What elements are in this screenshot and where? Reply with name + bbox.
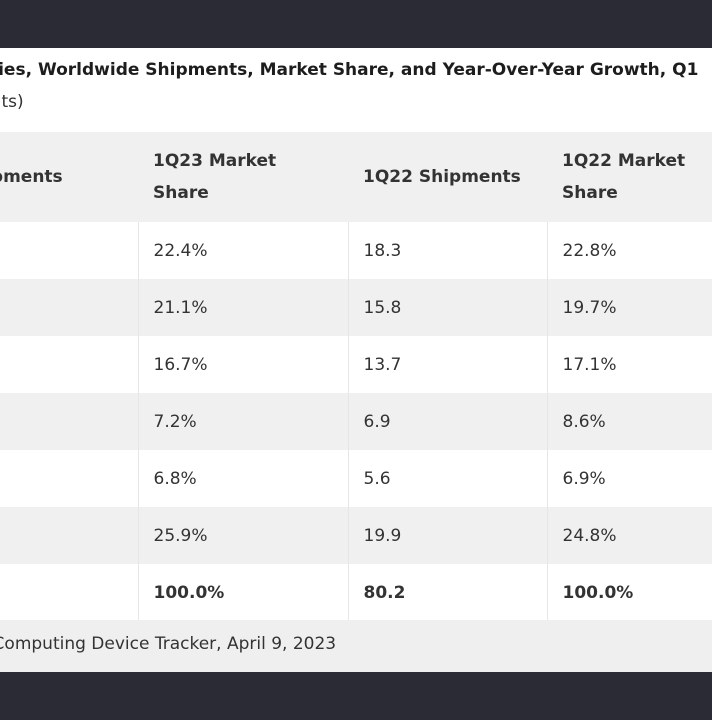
header-1q22-shipments: 1Q22 Shipments [348, 132, 547, 222]
cell-1q22-share: 8.6% [546, 393, 712, 450]
table-row: 16.7% 13.7 17.1% [0, 336, 712, 393]
cell-1q23-share: 6.8% [137, 450, 348, 507]
cell-1q23-share: 16.7% [137, 336, 348, 393]
cell-1q22-shipments: 6.9 [347, 393, 547, 450]
cell-1q22-shipments: 13.7 [347, 336, 547, 393]
cell-1q23-share: 22.4% [137, 222, 348, 279]
cell-1q22-share: 6.9% [546, 450, 712, 507]
cell-1q22-share: 19.7% [546, 279, 712, 336]
header-1q23-market-share: 1Q23 Market Share [138, 132, 348, 222]
header-1q23-shipments: 3 Shipments [0, 132, 138, 222]
cell-total-1q23-shipments [0, 564, 138, 621]
cell-total-1q23-share: 100.0% [137, 564, 348, 621]
top-dark-bar [0, 0, 712, 48]
cell-1q23-shipments [0, 450, 138, 507]
table-subtitle: nits) [0, 92, 24, 112]
cell-1q23-shipments [0, 393, 138, 450]
cell-1q23-shipments [0, 222, 138, 279]
cell-total-1q22-share: 100.0% [546, 564, 712, 621]
cell-total-1q22-shipments: 80.2 [347, 564, 547, 621]
table-footnote: al Computing Device Tracker, April 9, 20… [0, 620, 712, 672]
cell-1q23-shipments [0, 279, 138, 336]
cell-1q23-shipments [0, 336, 138, 393]
cell-1q22-share: 17.1% [546, 336, 712, 393]
cell-1q23-share: 25.9% [137, 507, 348, 564]
footnote-source: al Computing Device Tracker, April 9, 20… [0, 634, 337, 654]
bottom-dark-bar [0, 672, 712, 720]
table-row: 6.8% 5.6 6.9% [0, 450, 712, 507]
cell-1q23-shipments [0, 507, 138, 564]
cell-1q22-shipments: 18.3 [347, 222, 547, 279]
shipments-table: 3 Shipments 1Q23 Market Share 1Q22 Shipm… [0, 132, 712, 621]
table-row: 22.4% 18.3 22.8% [0, 222, 712, 279]
cell-1q22-share: 24.8% [546, 507, 712, 564]
table-row: 25.9% 19.9 24.8% [0, 507, 712, 564]
table-row: 7.2% 6.9 8.6% [0, 393, 712, 450]
cell-1q22-shipments: 19.9 [347, 507, 547, 564]
header-1q22-market-share: 1Q22 Market Share [547, 132, 712, 222]
article-content: nies, Worldwide Shipments, Market Share,… [0, 48, 712, 672]
cell-1q22-shipments: 5.6 [347, 450, 547, 507]
table-title: nies, Worldwide Shipments, Market Share,… [0, 60, 699, 80]
cell-1q23-share: 21.1% [137, 279, 348, 336]
table-row: 21.1% 15.8 19.7% [0, 279, 712, 336]
table-header-row: 3 Shipments 1Q23 Market Share 1Q22 Shipm… [0, 132, 712, 222]
cell-1q22-share: 22.8% [546, 222, 712, 279]
shipments-table-wrapper: 3 Shipments 1Q23 Market Share 1Q22 Shipm… [0, 132, 712, 621]
cell-1q22-shipments: 15.8 [347, 279, 547, 336]
table-total-row: 100.0% 80.2 100.0% [0, 564, 712, 621]
cell-1q23-share: 7.2% [137, 393, 348, 450]
